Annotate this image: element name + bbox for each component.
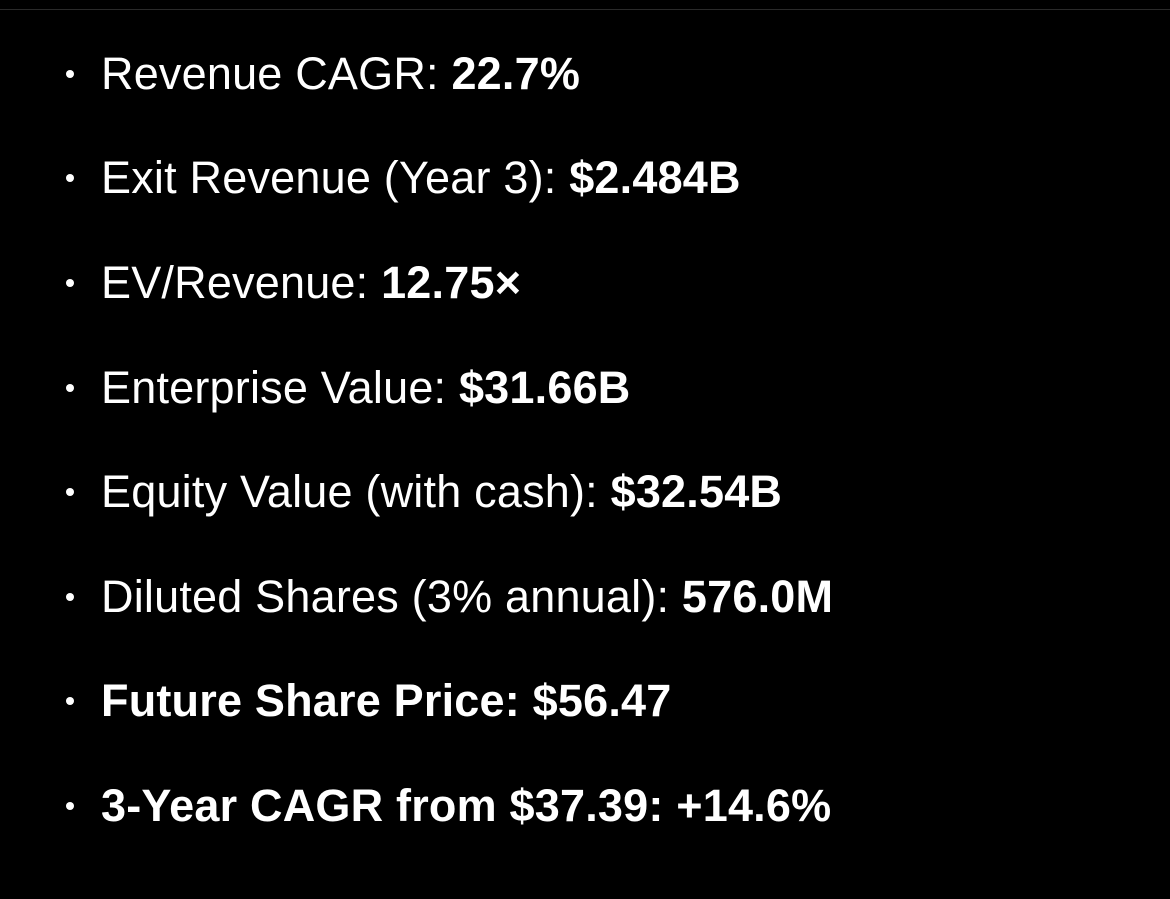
list-item-future-share-price: Future Share Price: $56.47 [0,671,1170,731]
metric-text: Exit Revenue (Year 3): $2.484B [101,152,741,204]
bullet-icon [66,802,74,810]
list-item-ev-revenue: EV/Revenue: 12.75× [0,253,1170,313]
metric-value: 576.0M [681,571,834,622]
bullet-icon [66,279,74,287]
list-item-revenue-cagr: Revenue CAGR: 22.7% [0,44,1170,104]
list-item-enterprise-value: Enterprise Value: $31.66B [0,358,1170,418]
metric-text: 3-Year CAGR from $37.39: +14.6% [101,780,831,832]
metric-value: $2.484B [569,152,741,203]
bullet-icon [66,70,74,78]
metric-label: EV/Revenue: [101,257,382,308]
metric-text: Future Share Price: $56.47 [101,675,671,727]
metric-value: 12.75× [381,257,522,308]
bullet-icon [66,174,74,182]
bullet-icon [66,593,74,601]
list-item-diluted-shares: Diluted Shares (3% annual): 576.0M [0,567,1170,627]
metric-value: $31.66B [458,362,631,413]
metric-text: Enterprise Value: $31.66B [101,362,631,414]
metric-value: $56.47 [532,675,672,726]
metric-label: Revenue CAGR: [101,48,452,99]
metric-value: +14.6% [676,780,832,831]
metric-label: Equity Value (with cash): [101,466,611,517]
metric-value: $32.54B [610,466,783,517]
metric-text: Diluted Shares (3% annual): 576.0M [101,571,833,623]
bullet-icon [66,697,74,705]
metric-label: 3-Year CAGR from $37.39: [101,780,677,831]
list-item-exit-revenue: Exit Revenue (Year 3): $2.484B [0,148,1170,208]
metric-label: Exit Revenue (Year 3): [101,152,570,203]
list-item-three-year-cagr: 3-Year CAGR from $37.39: +14.6% [0,776,1170,836]
metric-text: Equity Value (with cash): $32.54B [101,466,782,518]
metric-label: Diluted Shares (3% annual): [101,571,682,622]
bullet-icon [66,384,74,392]
metric-label: Future Share Price: [101,675,533,726]
metric-value: 22.7% [451,48,581,99]
bullet-icon [66,488,74,496]
metric-label: Enterprise Value: [101,362,459,413]
top-divider [0,9,1170,10]
metric-text: EV/Revenue: 12.75× [101,257,521,309]
metric-text: Revenue CAGR: 22.7% [101,48,580,100]
list-item-equity-value: Equity Value (with cash): $32.54B [0,462,1170,522]
